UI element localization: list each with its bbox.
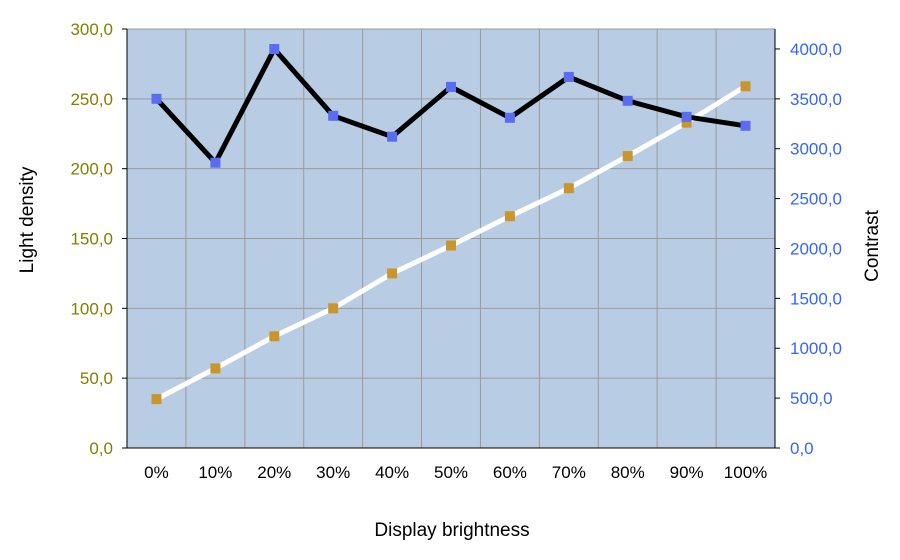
x-tick-label: 50% — [434, 463, 468, 482]
right-tick-label: 1000,0 — [790, 339, 842, 358]
x-axis-ticks: 0% 10% 20% 30% 40% 50% 60% 70% 80% 90% 100% — [144, 463, 767, 482]
x-tick-label: 10% — [198, 463, 232, 482]
left-axis-title: Light density — [17, 166, 38, 273]
series-2-point — [563, 71, 574, 82]
left-axis-ticks: 0,0 50,0 100,0 150,0 200,0 250,0 300,0 — [70, 20, 127, 458]
series-2-point — [622, 95, 633, 106]
series-1-point — [387, 268, 398, 279]
x-axis-title: Display brightness — [374, 520, 529, 541]
series-1-point — [563, 183, 574, 194]
right-tick-label: 4000,0 — [790, 40, 842, 59]
series-2-point — [504, 112, 515, 123]
right-tick-label: 1500,0 — [790, 289, 842, 308]
left-tick-label: 200,0 — [70, 160, 113, 179]
series-2-point — [446, 81, 456, 92]
series-1-point — [151, 394, 162, 405]
x-tick-label: 80% — [611, 463, 645, 482]
left-tick-label: 100,0 — [70, 299, 113, 318]
series-1-point — [504, 211, 515, 222]
series-1-point — [328, 303, 339, 314]
right-tick-label: 2500,0 — [790, 190, 842, 209]
x-tick-label: 90% — [670, 463, 704, 482]
x-tick-label: 40% — [375, 463, 409, 482]
x-tick-label: 20% — [257, 463, 291, 482]
left-tick-label: 150,0 — [70, 230, 113, 249]
series-2-point — [269, 44, 280, 54]
left-tick-label: 250,0 — [70, 90, 113, 109]
series-2-point — [210, 157, 221, 168]
series-1-point — [269, 331, 280, 342]
series-2-point — [328, 110, 339, 121]
x-tick-label: 0% — [144, 463, 169, 482]
right-tick-label: 500,0 — [790, 389, 833, 408]
x-tick-label: 70% — [552, 463, 586, 482]
left-tick-label: 300,0 — [70, 20, 113, 39]
series-1-point — [622, 151, 633, 162]
right-tick-label: 3000,0 — [790, 140, 842, 159]
right-axis-ticks: 0,0 500,0 1000,0 1500,0 2000,0 2500,0 3000,0 35… — [775, 40, 842, 458]
x-tick-label: 100% — [724, 463, 767, 482]
series-1-point — [210, 363, 221, 374]
x-tick-label: 60% — [493, 463, 527, 482]
series-1-point — [740, 81, 751, 92]
x-tick-label: 30% — [316, 463, 350, 482]
right-tick-label: 3500,0 — [790, 90, 842, 109]
left-tick-label: 50,0 — [80, 369, 113, 388]
series-1-point — [446, 240, 456, 251]
left-tick-label: 0,0 — [89, 439, 113, 458]
right-tick-label: 0,0 — [790, 439, 814, 458]
right-tick-label: 2000,0 — [790, 239, 842, 258]
series-2-point — [681, 111, 692, 122]
right-axis-title: Contrast — [862, 209, 883, 282]
series-2-point — [151, 93, 162, 104]
series-group — [151, 44, 751, 405]
series-2-point — [740, 120, 751, 131]
series-1-point — [681, 117, 692, 128]
series-2-point — [387, 131, 398, 142]
